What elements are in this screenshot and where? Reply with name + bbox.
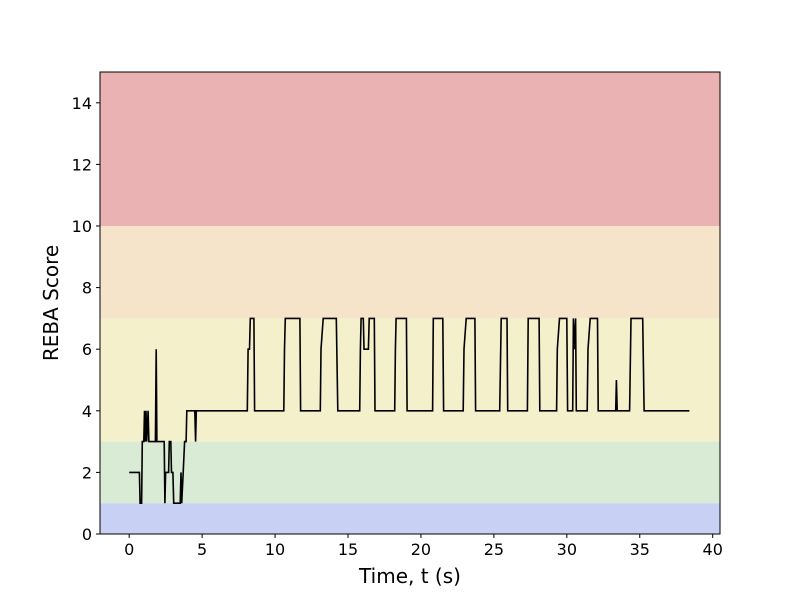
risk-band-2 [100, 318, 720, 442]
x-tick-label: 25 [484, 540, 504, 559]
x-tick-label: 10 [265, 540, 285, 559]
x-axis: 0 5 10 15 20 25 30 35 40 [124, 534, 723, 559]
x-tick-label: 40 [703, 540, 723, 559]
y-tick-label: 14 [72, 94, 92, 113]
risk-band-1 [100, 441, 720, 504]
y-tick-label: 12 [72, 155, 92, 174]
y-tick-label: 6 [82, 340, 92, 359]
y-axis: 0 2 4 6 8 10 12 14 [72, 94, 100, 544]
x-tick-label: 35 [630, 540, 650, 559]
x-axis-label: Time, t (s) [358, 564, 461, 588]
x-tick-label: 15 [338, 540, 358, 559]
y-tick-label: 10 [72, 217, 92, 236]
y-tick-label: 2 [82, 463, 92, 482]
y-tick-label: 0 [82, 525, 92, 544]
x-tick-label: 5 [197, 540, 207, 559]
risk-band-0 [100, 503, 720, 534]
y-tick-label: 4 [82, 402, 92, 421]
risk-bands [100, 72, 720, 534]
series-layer [129, 317, 690, 504]
risk-band-4 [100, 72, 720, 226]
x-tick-label: 30 [557, 540, 577, 559]
y-tick-label: 8 [82, 279, 92, 298]
x-tick-label: 0 [124, 540, 134, 559]
x-tick-label: 20 [411, 540, 431, 559]
plot-frame [99, 71, 721, 535]
y-axis-label: REBA Score [39, 245, 63, 361]
risk-band-3 [100, 226, 720, 319]
series-line-0 [129, 317, 690, 504]
